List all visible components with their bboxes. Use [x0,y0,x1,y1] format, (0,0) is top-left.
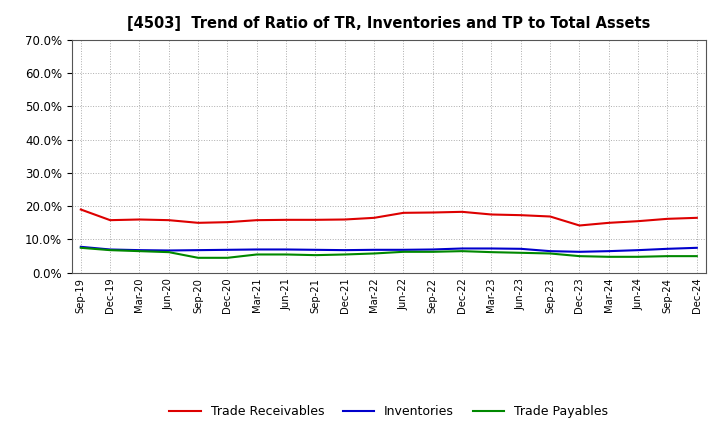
Trade Payables [135,249,144,254]
Trade Payables [546,251,554,256]
Trade Payables [223,255,232,260]
Inventories [370,247,379,253]
Inventories [458,246,467,251]
Trade Receivables [106,217,114,223]
Trade Receivables [341,217,349,222]
Inventories [106,247,114,252]
Trade Payables [428,249,437,254]
Inventories [223,247,232,253]
Trade Receivables [663,216,672,221]
Trade Payables [253,252,261,257]
Trade Receivables [634,219,642,224]
Inventories [428,247,437,252]
Trade Receivables [76,207,85,212]
Trade Receivables [194,220,202,225]
Title: [4503]  Trend of Ratio of TR, Inventories and TP to Total Assets: [4503] Trend of Ratio of TR, Inventories… [127,16,650,32]
Trade Receivables [311,217,320,223]
Trade Payables [341,252,349,257]
Inventories [516,246,525,251]
Line: Inventories: Inventories [81,247,697,252]
Inventories [399,247,408,253]
Trade Receivables [223,220,232,225]
Inventories [135,248,144,253]
Trade Payables [399,249,408,254]
Trade Payables [605,254,613,260]
Trade Receivables [253,217,261,223]
Trade Payables [487,249,496,255]
Trade Payables [516,250,525,256]
Line: Trade Receivables: Trade Receivables [81,209,697,225]
Trade Payables [663,253,672,259]
Trade Receivables [370,215,379,220]
Trade Receivables [605,220,613,225]
Trade Receivables [399,210,408,216]
Inventories [487,246,496,251]
Trade Payables [311,253,320,258]
Trade Receivables [516,213,525,218]
Trade Receivables [164,217,173,223]
Inventories [634,248,642,253]
Inventories [194,248,202,253]
Trade Payables [106,248,114,253]
Inventories [253,247,261,252]
Inventories [663,246,672,251]
Inventories [546,249,554,254]
Trade Receivables [428,210,437,215]
Line: Trade Payables: Trade Payables [81,248,697,258]
Inventories [76,244,85,249]
Trade Receivables [135,217,144,222]
Inventories [164,248,173,253]
Trade Payables [693,253,701,259]
Trade Receivables [487,212,496,217]
Trade Receivables [282,217,290,223]
Trade Payables [575,253,584,259]
Trade Receivables [693,215,701,220]
Inventories [605,249,613,254]
Trade Payables [370,251,379,256]
Trade Payables [458,249,467,254]
Trade Payables [76,245,85,250]
Trade Receivables [458,209,467,214]
Inventories [693,245,701,250]
Trade Payables [194,255,202,260]
Inventories [341,248,349,253]
Legend: Trade Receivables, Inventories, Trade Payables: Trade Receivables, Inventories, Trade Pa… [164,400,613,423]
Inventories [311,247,320,253]
Trade Receivables [575,223,584,228]
Trade Payables [634,254,642,260]
Trade Receivables [546,214,554,219]
Inventories [575,249,584,254]
Trade Payables [164,249,173,255]
Inventories [282,247,290,252]
Trade Payables [282,252,290,257]
